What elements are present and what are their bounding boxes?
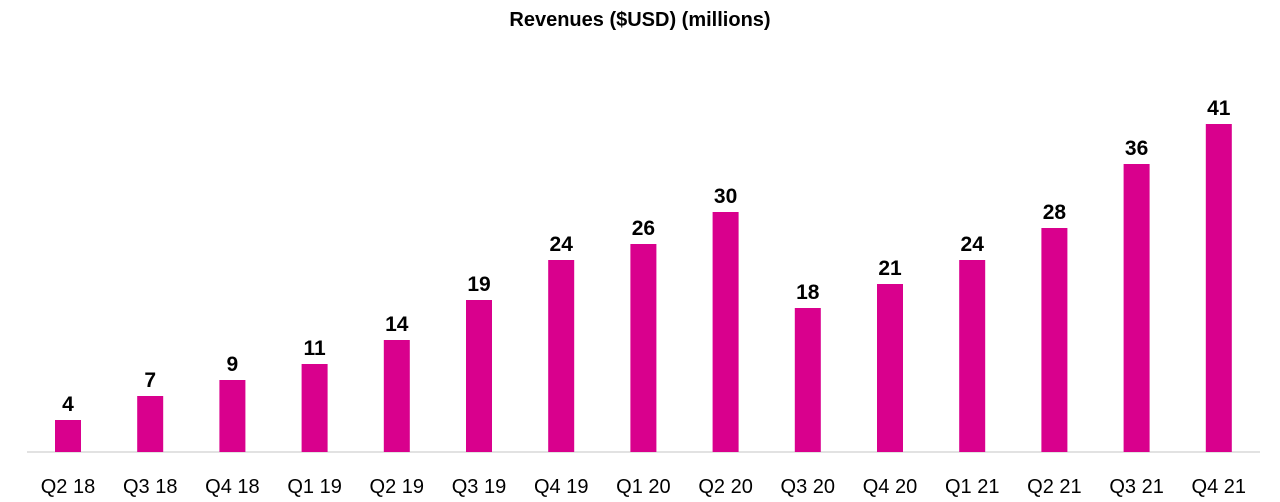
x-tick-label: Q2 19 xyxy=(370,476,424,498)
bar xyxy=(1041,228,1068,452)
bar xyxy=(301,364,328,452)
bar xyxy=(466,300,492,452)
data-label: 26 xyxy=(632,217,655,240)
x-tick-label: Q4 21 xyxy=(1192,476,1246,498)
bar xyxy=(137,396,164,452)
data-label: 24 xyxy=(961,233,985,256)
data-label: 7 xyxy=(144,369,156,392)
data-label: 19 xyxy=(467,273,490,296)
data-label: 14 xyxy=(385,313,409,336)
chart-title: Revenues ($USD) (millions) xyxy=(509,9,770,31)
x-tick-label: Q2 21 xyxy=(1027,476,1081,498)
data-label: 36 xyxy=(1125,137,1148,160)
data-label: 9 xyxy=(227,353,239,376)
bar xyxy=(794,308,821,452)
x-tick-label: Q4 18 xyxy=(205,476,259,498)
x-tick-label: Q2 18 xyxy=(41,476,95,498)
bar xyxy=(1205,124,1232,452)
x-tick-label: Q3 18 xyxy=(123,476,177,498)
data-label: 21 xyxy=(878,257,902,280)
data-label: 4 xyxy=(62,393,74,416)
x-tick-label: Q3 20 xyxy=(781,476,835,498)
bar xyxy=(383,340,410,452)
data-label: 41 xyxy=(1207,97,1231,120)
bar xyxy=(55,420,81,452)
x-tick-label: Q2 20 xyxy=(698,476,752,498)
x-tick-label: Q1 19 xyxy=(287,476,341,498)
data-label: 24 xyxy=(550,233,574,256)
bar xyxy=(630,244,657,452)
data-label: 28 xyxy=(1043,201,1067,224)
x-tick-label: Q1 21 xyxy=(945,476,999,498)
x-tick-label: Q4 20 xyxy=(863,476,917,498)
x-tick-label: Q1 20 xyxy=(616,476,670,498)
x-tick-label: Q3 19 xyxy=(452,476,506,498)
bar xyxy=(712,212,739,452)
x-tick-label: Q4 19 xyxy=(534,476,588,498)
data-label: 18 xyxy=(796,281,820,304)
bar xyxy=(219,380,246,452)
bar xyxy=(959,260,986,452)
data-label: 11 xyxy=(303,337,326,360)
x-tick-label: Q3 21 xyxy=(1109,476,1163,498)
bar xyxy=(548,260,575,452)
data-label: 30 xyxy=(714,185,737,208)
bar xyxy=(877,284,903,452)
bar xyxy=(1123,164,1150,452)
